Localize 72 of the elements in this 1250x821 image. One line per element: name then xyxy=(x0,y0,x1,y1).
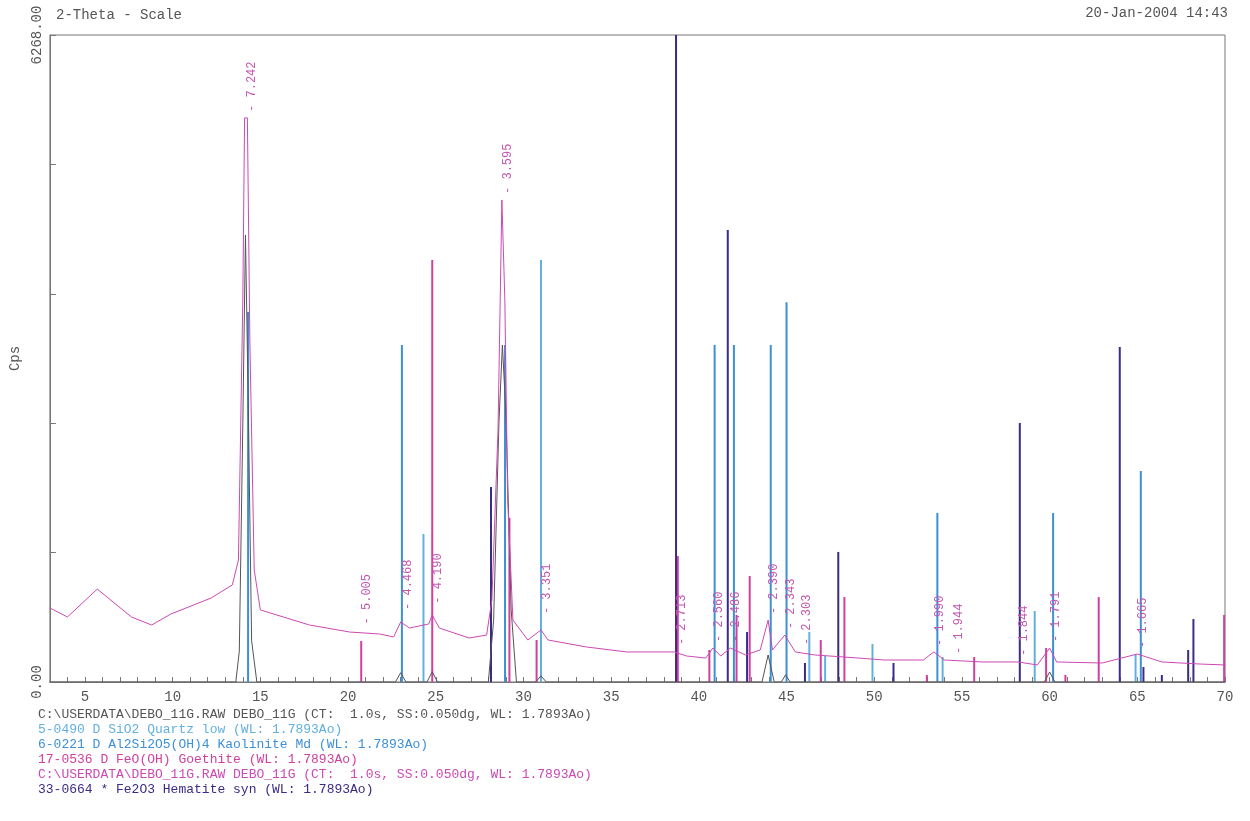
annotation: - 4.468 xyxy=(400,559,415,610)
series-label: C:\USERDATA\DEBO_11G.RAW DEBO_11G (CT: 1.0s, SS:0.050dg, WL: 1.7893Ao) xyxy=(38,707,592,722)
x-tick-label: 5 xyxy=(80,689,90,705)
bar xyxy=(535,639,538,682)
annotation: - 2.303 xyxy=(799,594,814,646)
annotation: - 1.665 xyxy=(1136,597,1151,649)
bar xyxy=(1033,610,1036,682)
annotation: - 1.990 xyxy=(932,595,947,646)
x-axis-title: 2-Theta - Scale xyxy=(56,7,183,23)
line-series xyxy=(49,117,1226,666)
x-tick-label: 70 xyxy=(1216,689,1234,705)
x-tick-label: 15 xyxy=(251,689,269,705)
bar xyxy=(808,632,811,682)
text: 6-0221 D Al2Si2O5(OH)4 Kaolinite Md (WL: 1.7893Ao) xyxy=(38,737,429,752)
x-tick-label: 25 xyxy=(427,689,445,705)
bar xyxy=(431,260,434,682)
bar xyxy=(1142,667,1145,682)
bar xyxy=(843,597,846,682)
x-tick-label: 20 xyxy=(339,689,357,705)
annotation: - 1.844 xyxy=(1017,605,1032,656)
bar xyxy=(1118,347,1121,682)
bar xyxy=(360,641,363,682)
bar xyxy=(400,344,403,682)
bar xyxy=(973,657,976,682)
bar xyxy=(708,650,711,682)
x-tick-label: 60 xyxy=(1041,689,1059,705)
bar xyxy=(746,632,749,682)
x-tick-label: 10 xyxy=(164,689,182,705)
y-axis-title: Cps xyxy=(7,345,23,372)
annotation: - 2.343 xyxy=(783,578,798,630)
bar xyxy=(819,639,822,682)
x-tick-label: 30 xyxy=(515,689,532,705)
bar xyxy=(675,35,678,682)
bar xyxy=(748,575,751,682)
annotation: - 7.242 xyxy=(245,61,260,112)
bar xyxy=(871,644,874,682)
bar xyxy=(892,663,895,682)
annotation: - 2.713 xyxy=(675,594,690,646)
bar xyxy=(539,260,542,682)
bar xyxy=(726,229,729,682)
bar xyxy=(1097,597,1100,682)
bar xyxy=(422,533,425,682)
annotation: - 1.944 xyxy=(952,603,967,655)
text: 20-Jan-2004 14:43 xyxy=(1085,5,1228,21)
annotation: - 3.595 xyxy=(501,143,516,194)
text: C:\USERDATA\DEBO_11G.RAW DEBO_11G (CT: 1.0s, SS:0.050dg, WL: 1.7893Ao) xyxy=(38,767,592,782)
x-tick-label: 65 xyxy=(1128,689,1146,705)
y-tick-label: 0.00 xyxy=(28,665,45,699)
bar xyxy=(837,551,840,682)
annotation: - 3.351 xyxy=(539,563,554,615)
bar xyxy=(1223,614,1226,682)
x-tick-label: 35 xyxy=(602,689,620,705)
bar xyxy=(1134,654,1137,682)
bar xyxy=(941,657,944,682)
x-tick-label: 50 xyxy=(865,689,883,705)
bar xyxy=(803,663,806,682)
annotation: - 4.190 xyxy=(431,553,446,604)
bar xyxy=(1192,619,1195,682)
annotation: - 1.791 xyxy=(1048,591,1063,643)
text: 33-0664 * Fe2O3 Hematite syn (WL: 1.7893Ao) xyxy=(38,782,374,797)
y-tick-label: 6268.00 xyxy=(28,5,45,65)
annotation: - 2.486 xyxy=(729,591,744,642)
annotation: - 2.560 xyxy=(711,591,726,642)
x-tick-label: 40 xyxy=(690,689,708,705)
bar xyxy=(824,655,827,682)
x-tick-label: 55 xyxy=(953,689,971,705)
bar xyxy=(1187,650,1190,682)
x-tick-label: 45 xyxy=(778,689,795,705)
annotation: - 5.005 xyxy=(360,573,375,625)
annotation: - 2.390 xyxy=(767,563,782,615)
text: 17-0536 D FeO(OH) Goethite (WL: 1.7893Ao) xyxy=(38,752,358,767)
text: 5-0490 D SiO2 Quartz low (WL: 1.7893Ao) xyxy=(38,722,343,737)
